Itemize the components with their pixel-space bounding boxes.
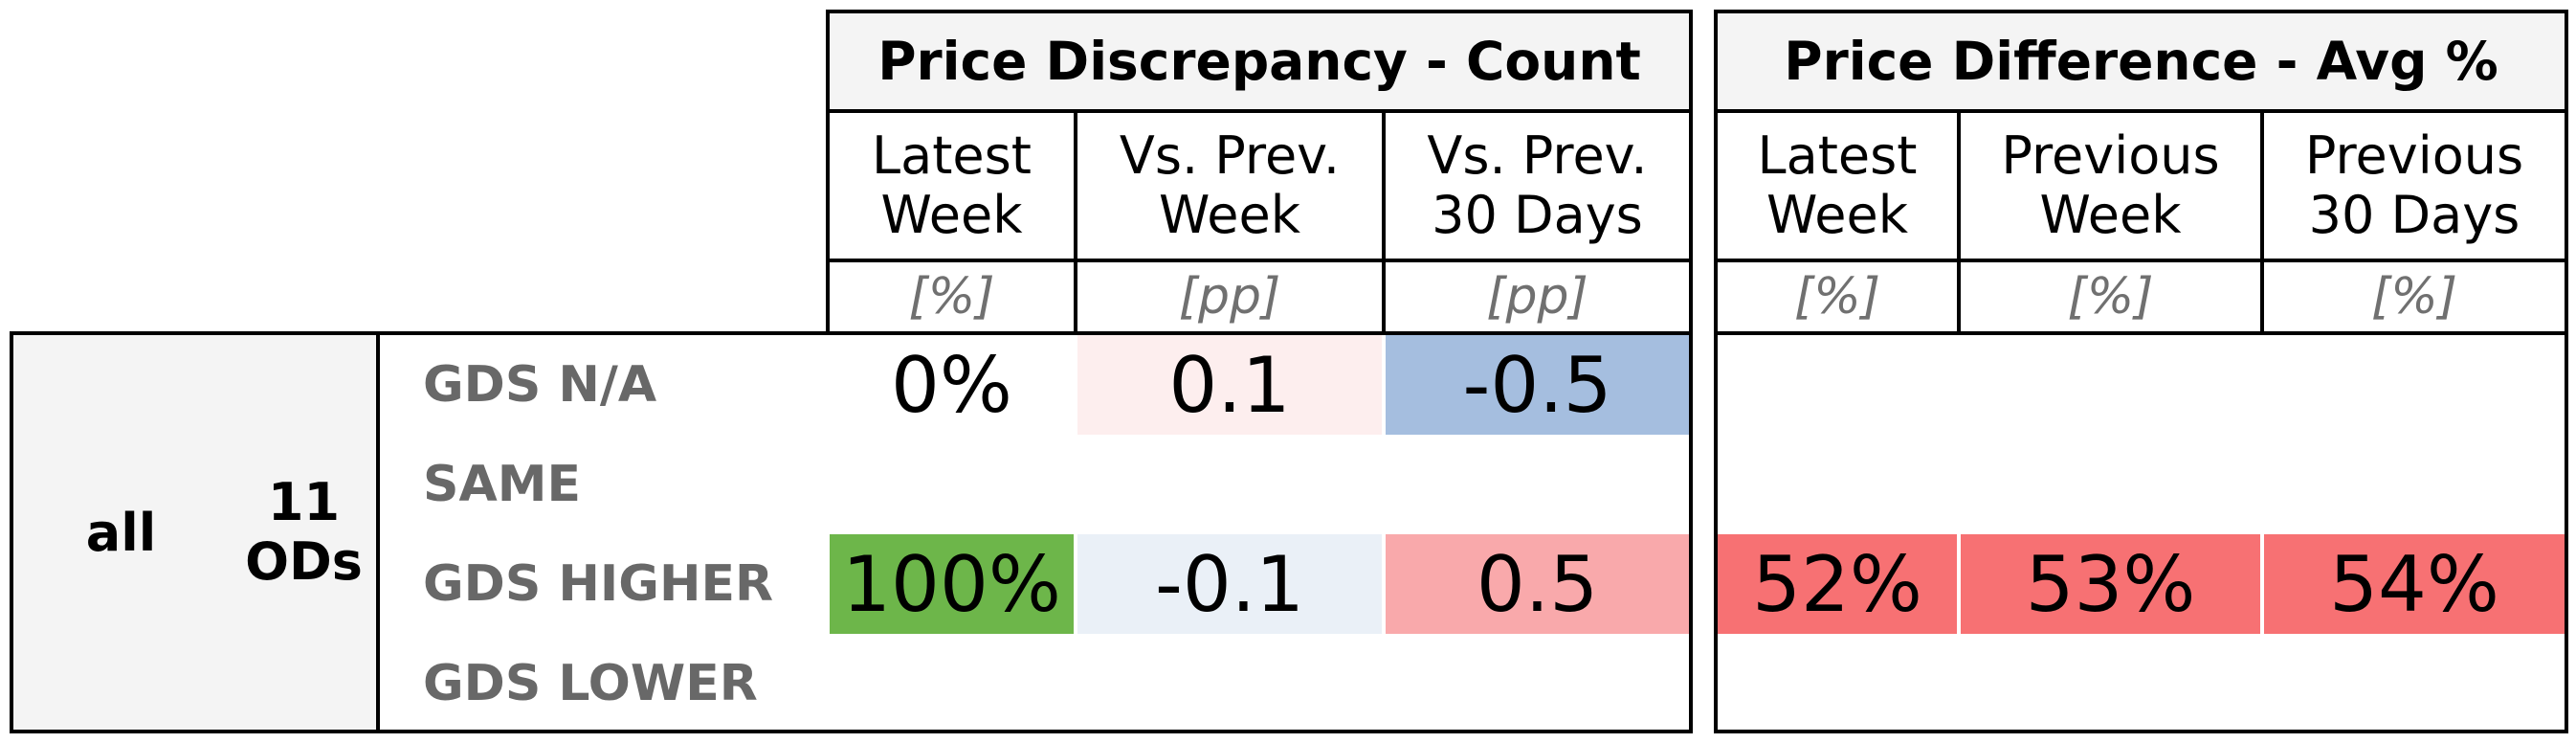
row-label: GDS LOWER <box>423 634 825 733</box>
segment-panel <box>13 335 377 730</box>
value-cell: 54% <box>2264 534 2565 634</box>
value-cell: -0.1 <box>1077 534 1382 634</box>
segment-count: 11 ODs <box>230 335 378 730</box>
column-header: Previous Week <box>1961 113 2260 259</box>
column-unit: [pp] <box>1077 262 1382 331</box>
value-cell: 100% <box>830 534 1074 634</box>
unit-divider-right <box>1714 259 2568 262</box>
column-header-text: Previous 30 Days <box>2304 125 2524 245</box>
value-text: 0.1 <box>1168 340 1291 430</box>
segment-count-text: 11 ODs <box>245 472 363 592</box>
body-frame-right <box>1714 331 2568 733</box>
column-unit-text: [%] <box>908 268 995 326</box>
column-header-text: Latest Week <box>1757 125 1918 245</box>
row-label-text: GDS N/A <box>423 356 657 414</box>
column-header: Latest Week <box>830 113 1074 259</box>
value-cell: 0.5 <box>1386 534 1689 634</box>
value-text: 0.5 <box>1476 539 1599 629</box>
segment-label: all <box>13 335 229 730</box>
column-unit: [pp] <box>1386 262 1689 331</box>
segment-label-text: all <box>85 502 157 563</box>
col-divider <box>1382 109 1386 331</box>
group-title-price-discrepancy: Price Discrepancy - Count <box>826 10 1693 113</box>
value-text: -0.5 <box>1462 340 1612 430</box>
column-header: Vs. Prev. Week <box>1077 113 1382 259</box>
value-text: 100% <box>842 539 1061 629</box>
column-unit: [%] <box>2264 262 2565 331</box>
row-label: GDS HIGHER <box>423 534 825 634</box>
column-header: Vs. Prev. 30 Days <box>1386 113 1689 259</box>
row-label-text: GDS LOWER <box>423 655 758 712</box>
column-header-text: Vs. Prev. 30 Days <box>1427 125 1648 245</box>
value-cell: 0.1 <box>1077 335 1382 435</box>
column-header-text: Previous Week <box>2001 125 2220 245</box>
column-unit-text: [pp] <box>1178 268 1281 326</box>
unit-divider-left <box>826 259 1693 262</box>
row-label-text: GDS HIGHER <box>423 555 774 613</box>
column-unit: [%] <box>1718 262 1957 331</box>
column-header-text: Latest Week <box>872 125 1032 245</box>
value-cell: -0.5 <box>1386 335 1689 435</box>
value-text: -0.1 <box>1154 539 1305 629</box>
col-divider <box>2260 109 2264 331</box>
value-cell: 52% <box>1718 534 1957 634</box>
column-unit-text: [%] <box>1794 268 1880 326</box>
column-unit: [%] <box>830 262 1074 331</box>
column-header: Previous 30 Days <box>2264 113 2565 259</box>
group-title-price-difference: Price Difference - Avg % <box>1714 10 2568 113</box>
column-unit-text: [%] <box>2067 268 2154 326</box>
value-cell: 0% <box>830 335 1074 435</box>
column-unit-text: [%] <box>2371 268 2457 326</box>
row-label: GDS N/A <box>423 335 825 435</box>
column-header: Latest Week <box>1718 113 1957 259</box>
value-cell: 53% <box>1961 534 2260 634</box>
column-header-text: Vs. Prev. Week <box>1119 125 1341 245</box>
body-frame-left <box>10 331 1693 733</box>
row-label-text: SAME <box>423 456 581 513</box>
value-text: 52% <box>1752 539 1922 629</box>
value-text: 0% <box>891 340 1012 430</box>
segment-divider <box>376 335 380 730</box>
group-title-text: Price Difference - Avg % <box>1784 31 2498 92</box>
value-text: 54% <box>2329 539 2499 629</box>
col-divider <box>1074 109 1077 331</box>
col-divider <box>1957 109 1961 331</box>
value-text: 53% <box>2025 539 2196 629</box>
row-label: SAME <box>423 435 825 534</box>
column-unit: [%] <box>1961 262 2260 331</box>
group-title-text: Price Discrepancy - Count <box>877 31 1641 92</box>
column-unit-text: [pp] <box>1486 268 1588 326</box>
